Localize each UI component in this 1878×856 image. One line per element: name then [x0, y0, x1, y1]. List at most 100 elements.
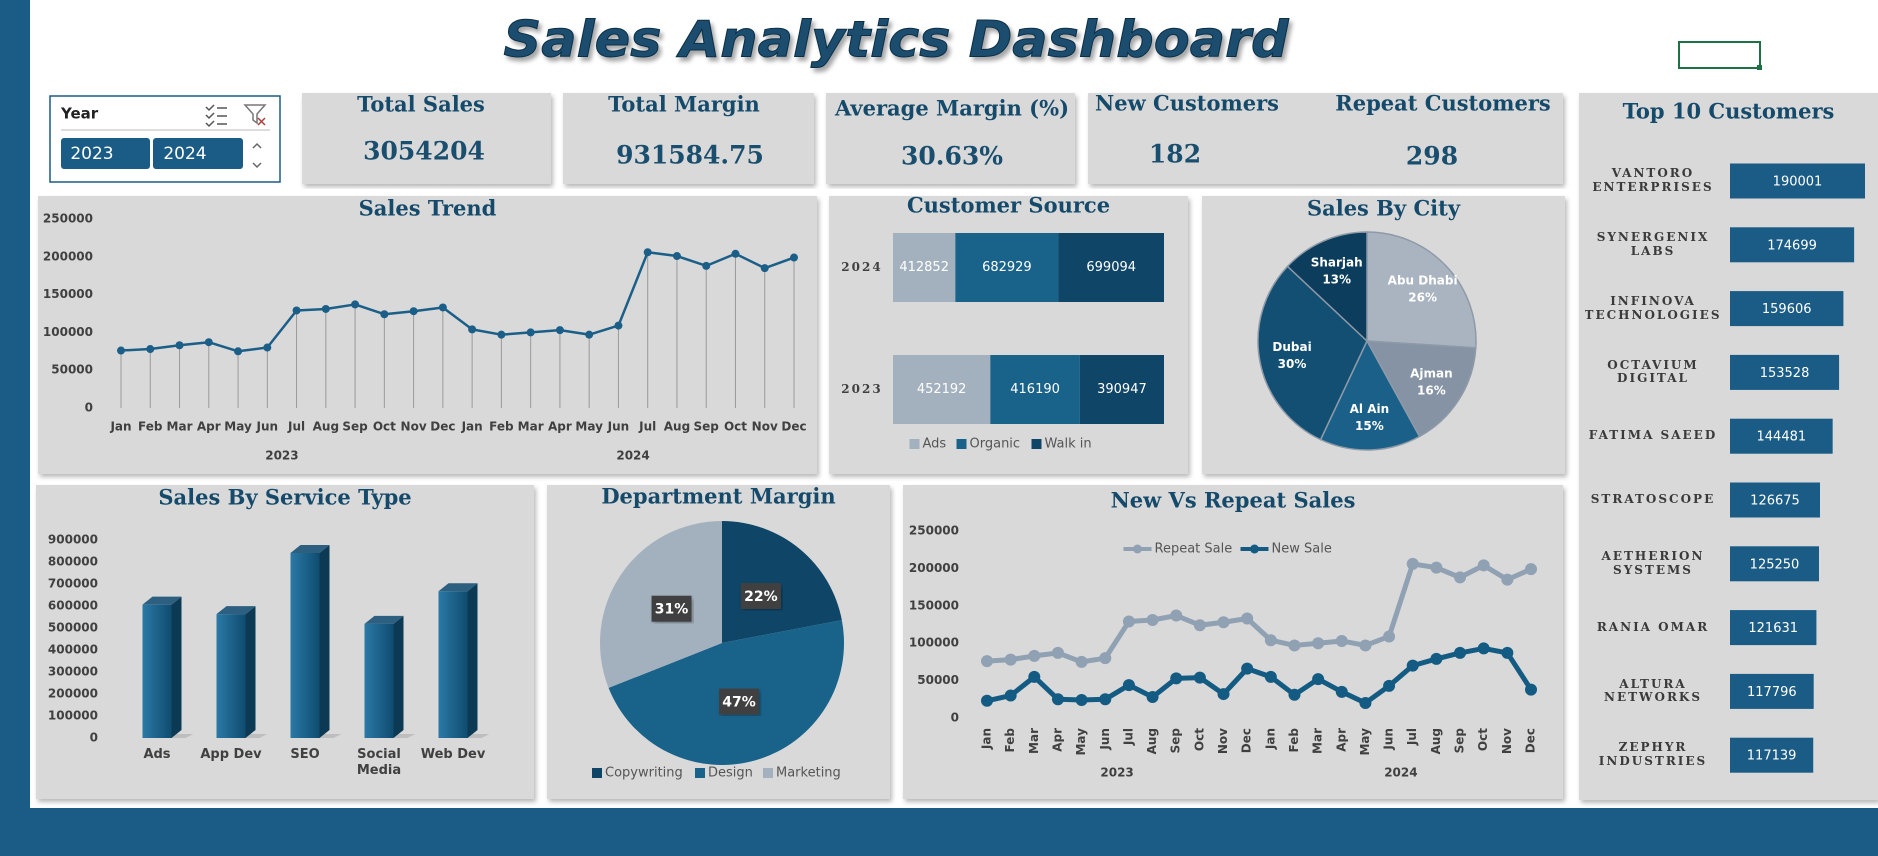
- slice-label-box: [651, 595, 692, 622]
- series-marker: [409, 307, 418, 316]
- legend-label: Copywriting: [605, 766, 683, 781]
- x-tick-label: Mar: [167, 420, 193, 434]
- x-tick-label: Dec: [781, 420, 806, 434]
- pie-slice: [1257, 265, 1368, 441]
- y-tick-label: 250000: [43, 212, 93, 226]
- x-tick-label-box: SEO: [290, 747, 319, 762]
- series-marker: [1146, 691, 1159, 704]
- x-tick-label: Sep: [694, 420, 720, 434]
- slicer-label: Year: [60, 105, 99, 123]
- y-tick-label: 200000: [48, 687, 98, 701]
- x-tick-label: Jul: [638, 420, 656, 434]
- series-marker: [204, 338, 213, 347]
- slicer-multiselect-icon[interactable]: [205, 104, 227, 128]
- slicer-button[interactable]: [153, 138, 243, 169]
- category-label-box: FATIMA SAEED: [1589, 428, 1715, 442]
- slicer-item[interactable]: 2024: [163, 144, 206, 164]
- series-marker: [1288, 639, 1301, 652]
- slicer-clear-filter-icon[interactable]: [243, 104, 267, 126]
- slice-label: 15%: [1355, 419, 1384, 433]
- series-marker: [1217, 688, 1230, 701]
- category-label-box: INFINOVA TECHNOLOGIES: [1585, 294, 1719, 322]
- series-marker: [760, 264, 769, 273]
- y-tick-label: 150000: [43, 287, 93, 301]
- series-marker: [1122, 615, 1135, 628]
- series-marker: [526, 328, 535, 337]
- x-tick-label: Apr: [1334, 728, 1348, 752]
- series-marker: [672, 252, 681, 261]
- slicer-item[interactable]: 2023: [70, 144, 113, 164]
- slice-name: Ajman: [1410, 366, 1453, 380]
- slicer-button[interactable]: [61, 138, 150, 169]
- series-marker: [1170, 609, 1183, 622]
- kpi-value: 298: [1406, 142, 1458, 171]
- bar: [364, 623, 394, 738]
- x-group-label: 2023: [1100, 766, 1133, 780]
- x-tick-label: Jul: [1121, 728, 1135, 746]
- chart-title: Sales By Service Type: [158, 485, 411, 510]
- series-marker: [702, 261, 711, 270]
- series-marker: [555, 326, 564, 335]
- series-marker: [1406, 659, 1419, 672]
- series-marker: [1241, 612, 1254, 625]
- series-marker: [1051, 646, 1064, 659]
- slice-label: 26%: [1408, 290, 1437, 304]
- data-label: 125250: [1750, 557, 1800, 572]
- series-marker: [981, 694, 993, 707]
- series-marker: [1099, 652, 1112, 665]
- category-label-box: ALTURA NETWORKS: [1604, 677, 1700, 705]
- bar: [1730, 291, 1844, 327]
- x-tick-label-box: Ads: [143, 747, 170, 762]
- legend-swatch: [763, 768, 773, 778]
- data-label: 682929: [982, 260, 1032, 275]
- bar: [1730, 546, 1819, 582]
- left-strip: [0, 0, 30, 856]
- series-marker: [1170, 672, 1183, 685]
- legend-marker: [1133, 544, 1142, 554]
- bar: [1730, 227, 1855, 263]
- data-label: 121631: [1748, 621, 1798, 636]
- legend-swatch: [956, 439, 967, 449]
- kpi-value: 30.63%: [901, 142, 1003, 171]
- x-tick-label: Oct: [1476, 728, 1490, 751]
- bar-top: [438, 583, 478, 592]
- slicer-scroll[interactable]: [252, 142, 262, 169]
- bar: [1730, 673, 1814, 709]
- y-tick-label: 0: [85, 401, 93, 415]
- x-tick-label: Sep: [1169, 728, 1183, 754]
- legend-label: Walk in: [1045, 437, 1092, 452]
- bar-top: [290, 544, 330, 553]
- category-label-box: VANTORO ENTERPRISES: [1592, 166, 1711, 194]
- series-marker: [1477, 642, 1490, 655]
- y-tick-label: 100000: [43, 325, 93, 339]
- series-marker: [1241, 662, 1254, 675]
- kpi-card: [826, 93, 1075, 184]
- y-tick-label: 300000: [48, 665, 98, 679]
- x-tick-label: Jul: [287, 420, 305, 434]
- series-marker: [351, 300, 360, 309]
- series-marker: [1312, 673, 1325, 686]
- series-marker: [438, 303, 447, 312]
- category-label-box: OCTAVIUM DIGITAL: [1607, 358, 1696, 386]
- series-marker: [1383, 630, 1396, 643]
- slice-name: Al Ain: [1350, 402, 1390, 416]
- series-marker: [146, 345, 155, 354]
- category-label-box: AETHERION SYSTEMS: [1602, 549, 1703, 577]
- y-tick-label: 50000: [51, 363, 93, 377]
- series-marker: [234, 347, 243, 356]
- x-tick-label: Feb: [1287, 728, 1301, 753]
- series-marker: [1501, 573, 1514, 586]
- x-tick-label: Aug: [1145, 728, 1159, 754]
- kpi-label: Repeat Customers: [1335, 91, 1550, 116]
- y-tick-label: 700000: [48, 577, 98, 591]
- bar-top: [142, 596, 182, 605]
- series-marker: [1146, 614, 1159, 627]
- x-tick-label: Jun: [1382, 728, 1396, 751]
- bottom-band: [0, 808, 1878, 856]
- series-marker: [1454, 571, 1467, 584]
- x-tick-label: Dec: [1240, 728, 1254, 753]
- category-label-box: STRATOSCOPE: [1591, 492, 1713, 506]
- series-marker: [175, 341, 184, 350]
- slice-name: Abu Dhabi: [1388, 273, 1458, 287]
- x-tick-label: Nov: [1216, 728, 1230, 754]
